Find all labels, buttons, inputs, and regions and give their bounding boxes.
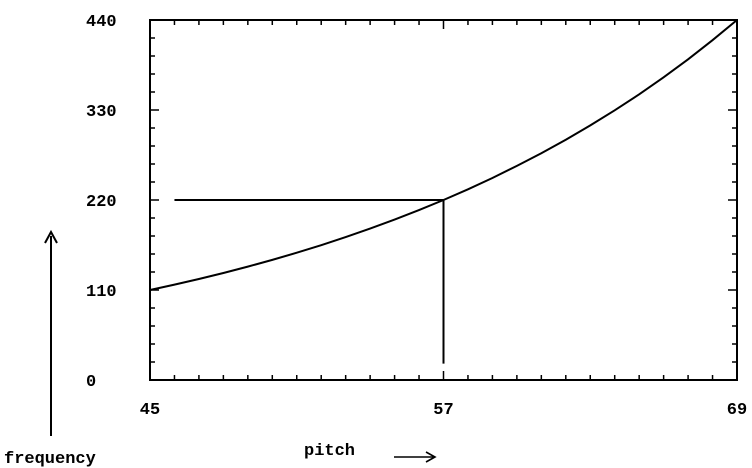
y-axis-title-group: frequency xyxy=(4,229,96,468)
x-tick-label: 57 xyxy=(433,401,453,420)
x-axis-arrow-head xyxy=(425,451,437,463)
y-tick-label: 220 xyxy=(86,193,117,212)
y-tick-label: 110 xyxy=(86,283,117,302)
x-tick-labels: 45 57 69 xyxy=(140,401,747,420)
axis-ticks xyxy=(149,19,738,381)
y-axis-arrow-head xyxy=(44,229,58,244)
series-line xyxy=(149,19,738,291)
y-tick-label: 0 xyxy=(86,373,96,392)
reference-lines xyxy=(174,199,445,364)
x-tick-label: 69 xyxy=(727,401,747,420)
y-tick-label: 440 xyxy=(86,13,117,32)
y-axis-title: frequency xyxy=(4,450,96,468)
y-tick-labels: 0 110 220 330 440 xyxy=(86,13,117,392)
x-axis-title: pitch xyxy=(304,442,355,461)
x-tick-label: 45 xyxy=(140,401,160,420)
y-tick-label: 330 xyxy=(86,103,117,122)
x-axis-title-group: pitch xyxy=(304,442,437,463)
